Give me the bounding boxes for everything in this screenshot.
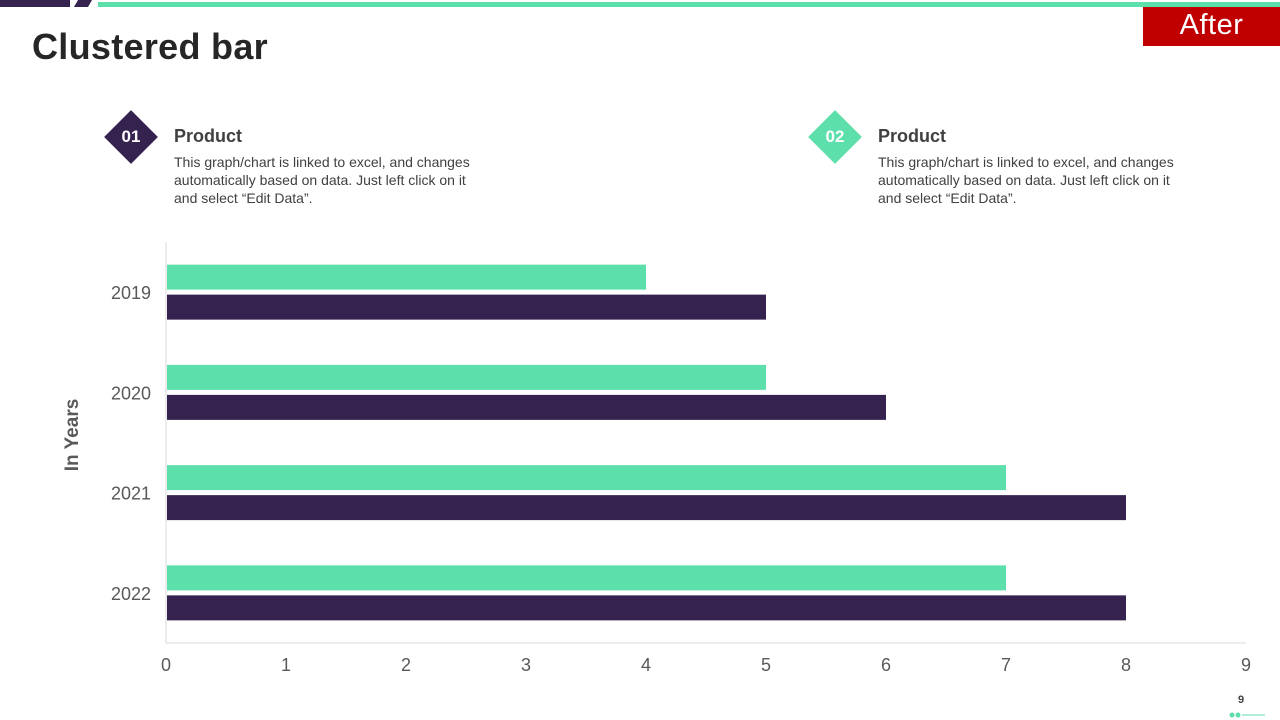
y-tick-label: 2021 — [111, 484, 151, 504]
legend-01-description: This graph/chart is linked to excel, and… — [174, 154, 470, 206]
footer-dots-icon — [1229, 712, 1265, 718]
top-accent-bar-green — [98, 2, 1280, 7]
x-tick-label: 9 — [1241, 655, 1251, 675]
x-tick-label: 1 — [281, 655, 291, 675]
x-tick-label: 4 — [641, 655, 651, 675]
legend-02-number: 02 — [825, 127, 845, 146]
bar-2022-series-1 — [167, 565, 1006, 591]
after-badge: After — [1143, 7, 1280, 46]
x-tick-label: 8 — [1121, 655, 1131, 675]
bar-2019-series-2 — [167, 294, 766, 320]
bar-2022-series-2 — [167, 595, 1126, 621]
bar-2021-series-1 — [167, 465, 1006, 491]
bar-2020-series-1 — [167, 364, 766, 390]
legend-01-title: Product — [174, 126, 243, 146]
y-tick-label: 2020 — [111, 383, 151, 403]
legend-02-title: Product — [878, 126, 947, 146]
x-tick-label: 2 — [401, 655, 411, 675]
x-tick-label: 7 — [1001, 655, 1011, 675]
bar-2020-series-2 — [167, 394, 886, 420]
top-accent-bar-dark — [0, 0, 70, 7]
x-tick-label: 5 — [761, 655, 771, 675]
legend-01-number: 01 — [121, 127, 141, 146]
y-tick-label: 2022 — [111, 584, 151, 604]
page-title: Clustered bar — [32, 26, 268, 67]
y-tick-label: 2019 — [111, 283, 151, 303]
y-axis-title: In Years — [62, 399, 83, 472]
bar-2019-series-1 — [167, 264, 646, 290]
page-number: 9 — [1238, 694, 1245, 706]
x-tick-label: 0 — [161, 655, 171, 675]
bar-2021-series-2 — [167, 495, 1126, 521]
x-tick-label: 3 — [521, 655, 531, 675]
legend-02-description: This graph/chart is linked to excel, and… — [878, 154, 1174, 206]
x-tick-label: 6 — [881, 655, 891, 675]
